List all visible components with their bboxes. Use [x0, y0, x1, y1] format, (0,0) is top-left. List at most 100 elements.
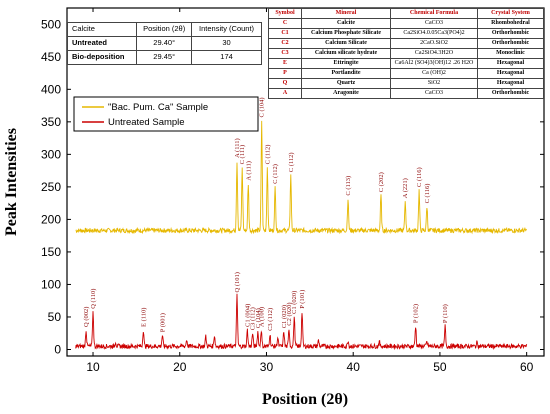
series-line-bio	[75, 120, 527, 235]
mineral-name: Portlandite	[301, 68, 391, 79]
mineral-table-row: C3 Calcium silicate hydrate Ca2SiO4.3H2O Mo…	[268, 48, 544, 59]
legend: "Bac. Pum. Ca" Sample Untreated Sample	[73, 96, 259, 132]
peak-labels: A (111)C (111)A (111)C (104)C (112)C (11…	[83, 97, 449, 332]
mineral-formula: CaCO3	[390, 88, 478, 99]
mineral-table-header: Symbol Mineral Chemical Formula Crystal …	[268, 8, 544, 19]
y-tick-label: 150	[41, 245, 61, 259]
peak-label: C (113)	[345, 176, 352, 196]
mineral-table-row: E Ettringite Ca6Al2 (SO4)3(OH)12 .26 H2O He…	[268, 58, 544, 69]
peak-label: Q (002)	[83, 307, 90, 327]
peak-label: E (110)	[140, 308, 147, 327]
calcite-table-row: Bio-deposition 29.45° 174	[66, 50, 262, 65]
peak-label: A (221)	[402, 178, 409, 198]
legend-box	[73, 96, 259, 132]
x-axis-label: Position (2θ)	[262, 391, 348, 408]
calcite-table-row: Untreated 29.40° 30	[66, 36, 262, 51]
mineral-formula: Ca (OH)2	[390, 68, 478, 79]
calcite-cell: 30	[191, 36, 262, 51]
peak-label: C (111)	[239, 145, 246, 165]
mineral-crystal-system: Rhombohedral	[477, 18, 544, 29]
mineral-symbol: C	[268, 18, 302, 29]
peak-label: C (116)	[416, 167, 423, 187]
x-tick-label: 20	[173, 360, 187, 374]
peak-label: Q (101)	[234, 272, 241, 292]
axis-ticks: 0 50 100 150 200 250 300 350 400 450 500 10 20 30 40 50…	[41, 8, 544, 374]
calcite-cell: Bio-deposition	[66, 50, 138, 65]
mineral-name: Calcium silicate hydrate	[301, 48, 391, 59]
mineral-crystal-system: Orthorhombic	[477, 88, 544, 99]
mineral-header-cell: Crystal System	[477, 8, 544, 19]
mineral-table-row: C2 Calcium Silicate 2CaO.SiO2 Orthorhombic	[268, 38, 544, 49]
mineral-formula: CaCO3	[390, 18, 478, 29]
y-tick-label: 450	[41, 50, 61, 64]
y-tick-label: 300	[41, 147, 61, 161]
mineral-crystal-system: Hexagonal	[477, 58, 544, 69]
mineral-symbol: Q	[268, 78, 302, 89]
peak-label: C1 (020)	[291, 291, 298, 314]
mineral-crystal-system: Monoclinic	[477, 48, 544, 59]
mineral-header-cell: Symbol	[268, 8, 302, 19]
x-tick-label: 50	[433, 360, 447, 374]
mineral-symbol: P	[268, 68, 302, 79]
peak-label: P (102)	[413, 304, 420, 323]
peak-label: C2 (020)	[286, 302, 293, 325]
mineral-header-cell: Chemical Formula	[390, 8, 478, 19]
peak-label: A (111)	[245, 161, 252, 181]
mineral-crystal-system: Orthorhombic	[477, 38, 544, 49]
y-tick-label: 400	[41, 82, 61, 96]
legend-label-bio: "Bac. Pum. Ca" Sample	[108, 102, 208, 113]
mineral-header-cell: Mineral	[301, 8, 391, 19]
mineral-formula: Ca2SiO4.0.05Ca3(PO4)2	[390, 28, 478, 39]
peak-label: C (104)	[255, 308, 262, 328]
mineral-name: Quartz	[301, 78, 391, 89]
calcite-header-cell: Intensity (Count)	[191, 22, 262, 37]
mineral-crystal-system: Orthorhombic	[477, 28, 544, 39]
peak-label: C3 (112)	[267, 308, 274, 331]
peak-label: Q (110)	[90, 289, 97, 309]
mineral-table-row: A Aragonite CaCO3 Orthorhombic	[268, 88, 544, 99]
peak-label: A (100)	[258, 307, 265, 327]
y-tick-label: 350	[41, 115, 61, 129]
peak-label: C (112)	[288, 152, 295, 172]
y-tick-label: 100	[41, 277, 61, 291]
mineral-symbol: E	[268, 58, 302, 69]
mineral-symbol: A	[268, 88, 302, 99]
peak-label: C (116)	[424, 184, 431, 204]
calcite-cell: 29.40°	[136, 36, 193, 51]
x-tick-label: 60	[520, 360, 534, 374]
mineral-formula: 2CaO.SiO2	[390, 38, 478, 49]
legend-label-untreated: Untreated Sample	[108, 117, 185, 128]
mineral-symbol: C2	[268, 38, 302, 49]
mineral-table-row: C1 Calcium Phosphate Silicate Ca2SiO4.0.05…	[268, 28, 544, 39]
mineral-formula: SiO2	[390, 78, 478, 89]
mineral-legend-table: Symbol Mineral Chemical Formula Crystal …	[268, 8, 544, 99]
mineral-table-row: P Portlandite Ca (OH)2 Hexagonal	[268, 68, 544, 79]
series-layer	[75, 120, 528, 351]
series-line-untreated	[75, 293, 528, 351]
x-tick-label: 10	[86, 360, 100, 374]
mineral-symbol: C1	[268, 28, 302, 39]
y-tick-label: 200	[41, 212, 61, 226]
mineral-table-row: Q Quartz SiO2 Hexagonal	[268, 78, 544, 89]
mineral-name: Calcite	[301, 18, 391, 29]
peak-label: P (001)	[159, 313, 166, 332]
y-tick-label: 250	[41, 180, 61, 194]
calcite-header-cell: Position (2θ)	[136, 22, 193, 37]
mineral-name: Calcium Silicate	[301, 38, 391, 49]
mineral-formula: Ca6Al2 (SO4)3(OH)12 .26 H2O	[390, 58, 478, 69]
mineral-name: Aragonite	[301, 88, 391, 99]
peak-label: C1 (004)	[244, 304, 251, 327]
y-tick-label: 50	[48, 310, 62, 324]
peak-label: C (104)	[259, 97, 266, 117]
mineral-name: Ettringite	[301, 58, 391, 69]
mineral-name: Calcium Phosphate Silicate	[301, 28, 391, 39]
mineral-table-row: C Calcite CaCO3 Rhombohedral	[268, 18, 544, 29]
peak-label: C (112)	[264, 145, 271, 165]
x-tick-label: 40	[347, 360, 361, 374]
peak-label: C1 (020)	[281, 305, 288, 328]
calcite-cell: 174	[191, 50, 262, 65]
peak-label: C (202)	[378, 172, 385, 192]
x-tick-label: 30	[260, 360, 274, 374]
peak-label: P (110)	[442, 304, 449, 323]
